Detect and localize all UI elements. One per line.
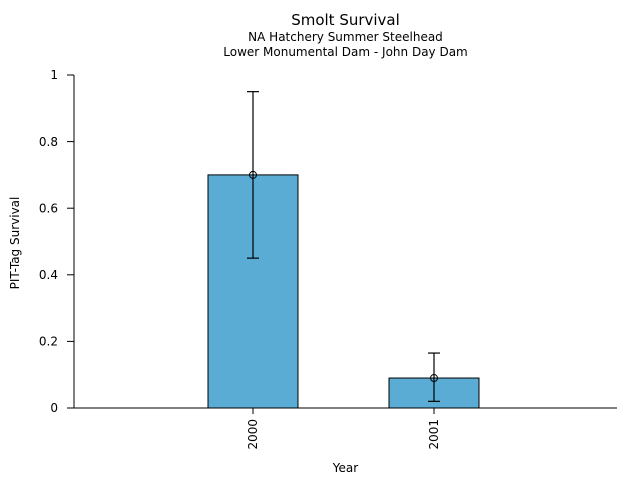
x-tick-label: 2001 xyxy=(427,419,441,450)
mean-marker-circle xyxy=(249,170,257,179)
chart-subtitle-line1: NA Hatchery Summer Steelhead xyxy=(248,30,443,44)
y-tick-label: 0.2 xyxy=(39,335,58,349)
x-axis-label: Year xyxy=(332,461,359,475)
chart-header: Smolt Survival NA Hatchery Summer Steelh… xyxy=(74,11,617,59)
y-tick-label: 0.6 xyxy=(39,201,58,215)
y-tick-label: 0.8 xyxy=(39,135,58,149)
y-tick-label: 1 xyxy=(50,68,58,82)
y-tick-label: 0.4 xyxy=(39,268,58,282)
chart-subtitle-line2: Lower Monumental Dam - John Day Dam xyxy=(223,44,468,59)
y-tick-label: 0 xyxy=(50,401,58,415)
y-axis-label: PIT-Tag Survival xyxy=(8,196,22,290)
mean-marker-circle xyxy=(430,374,438,383)
x-tick-label: 2000 xyxy=(246,419,260,450)
chart-title: Smolt Survival xyxy=(291,11,400,29)
